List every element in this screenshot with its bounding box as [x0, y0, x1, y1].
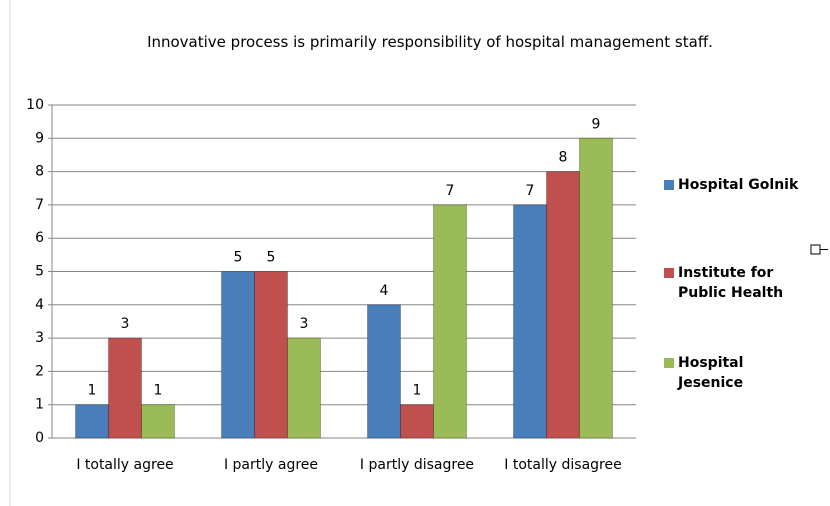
y-tick-label: 1 — [35, 397, 44, 413]
data-label: 3 — [300, 316, 309, 332]
x-tick-label: I partly agree — [224, 457, 318, 473]
x-tick-label: I partly disagree — [360, 457, 474, 473]
bar — [513, 204, 547, 439]
data-label: 1 — [154, 383, 163, 399]
legend-swatch — [664, 268, 674, 278]
data-label: 7 — [446, 183, 455, 199]
legend-label: Hospital Golnik — [678, 177, 799, 193]
data-label: 4 — [380, 283, 389, 299]
bar — [546, 171, 580, 439]
legend-swatch — [664, 180, 674, 190]
bar — [75, 404, 109, 439]
bar — [141, 404, 175, 439]
y-tick-label: 8 — [35, 164, 44, 180]
y-tick-label: 10 — [26, 97, 44, 113]
x-tick-label: I totally agree — [76, 457, 173, 473]
legend-item: Hospital Jesenice — [664, 353, 808, 393]
y-tick-label: 0 — [35, 430, 44, 446]
chart-title: Innovative process is primarily responsi… — [147, 33, 713, 51]
bar — [400, 404, 434, 439]
y-tick-label: 4 — [35, 297, 44, 313]
data-label: 1 — [88, 383, 97, 399]
legend-item: Hospital Golnik — [664, 175, 808, 195]
data-label: 5 — [234, 250, 243, 266]
y-tick-label: 9 — [35, 130, 44, 146]
y-tick-label: 3 — [35, 330, 44, 346]
y-tick-label: 5 — [35, 264, 44, 280]
x-tick-label: I totally disagree — [504, 457, 621, 473]
y-tick-label: 2 — [35, 363, 44, 379]
legend-swatch — [664, 358, 674, 368]
legend-label: Hospital Jesenice — [678, 355, 744, 391]
legend-item: Institute for Public Health — [664, 263, 808, 303]
y-tick-label: 7 — [35, 197, 44, 213]
data-label: 3 — [121, 316, 130, 332]
bar — [108, 337, 142, 439]
bar — [433, 204, 467, 439]
data-label: 9 — [592, 116, 601, 132]
selection-handle — [810, 244, 821, 255]
bar — [367, 304, 401, 439]
bar — [287, 337, 321, 439]
data-label: 7 — [526, 183, 535, 199]
bar — [221, 271, 255, 439]
data-label: 5 — [267, 250, 276, 266]
bar — [579, 137, 613, 439]
legend-label: Institute for Public Health — [678, 265, 784, 301]
bar — [254, 271, 288, 439]
y-tick-label: 6 — [35, 230, 44, 246]
data-label: 1 — [413, 383, 422, 399]
data-label: 8 — [559, 150, 568, 166]
